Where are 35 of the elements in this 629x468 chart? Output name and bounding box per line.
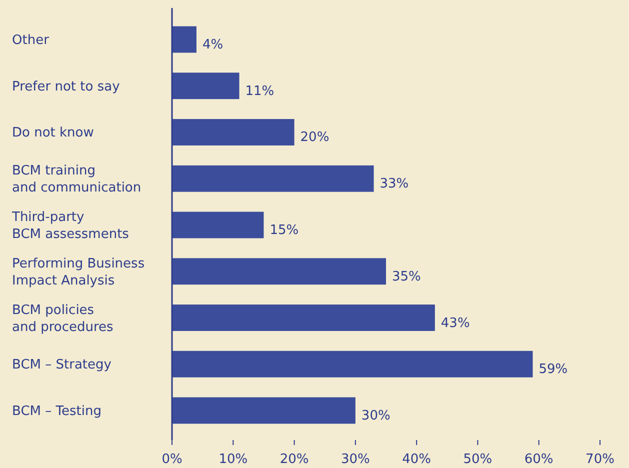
bar (172, 350, 533, 378)
x-tick-label: 20% (280, 452, 309, 467)
data-label: 33% (380, 176, 409, 192)
data-label: 11% (245, 84, 274, 99)
bar (172, 258, 386, 285)
data-label: 30% (361, 408, 390, 424)
y-tick-label: Do not know (12, 126, 94, 141)
bar (172, 304, 435, 331)
y-tick-label: BCM – Strategy (12, 358, 112, 373)
x-tick-label: 0% (162, 452, 182, 467)
bar (172, 397, 356, 424)
x-tick-label: 10% (218, 452, 248, 467)
bar (172, 212, 264, 238)
x-tick-label: 30% (340, 452, 370, 467)
y-tick-label: Other (12, 32, 50, 48)
y-tick-label: Third-party BCM assessments (11, 210, 130, 242)
bar (172, 119, 294, 146)
data-label: 15% (270, 223, 299, 238)
x-tick-label: 50% (463, 452, 492, 467)
data-label: 4% (202, 37, 224, 52)
data-label: 43% (440, 316, 470, 331)
x-tick-label: 60% (524, 452, 554, 467)
data-label: 20% (300, 130, 330, 146)
bar (172, 165, 374, 192)
data-label: 59% (538, 362, 568, 378)
x-tick-label: 40% (402, 452, 432, 467)
y-tick-label: BCM policies and procedures (12, 302, 114, 335)
y-tick-label: BCM – Testing (12, 404, 102, 420)
bar (172, 72, 240, 100)
x-tick-label: 70% (586, 452, 614, 467)
bar (172, 26, 196, 53)
y-tick-label: BCM training and communication (12, 164, 142, 196)
y-tick-label: Prefer not to say (12, 79, 120, 94)
y-tick-label: Performing Business Impact Analysis (12, 256, 145, 288)
data-label: 35% (392, 269, 421, 284)
